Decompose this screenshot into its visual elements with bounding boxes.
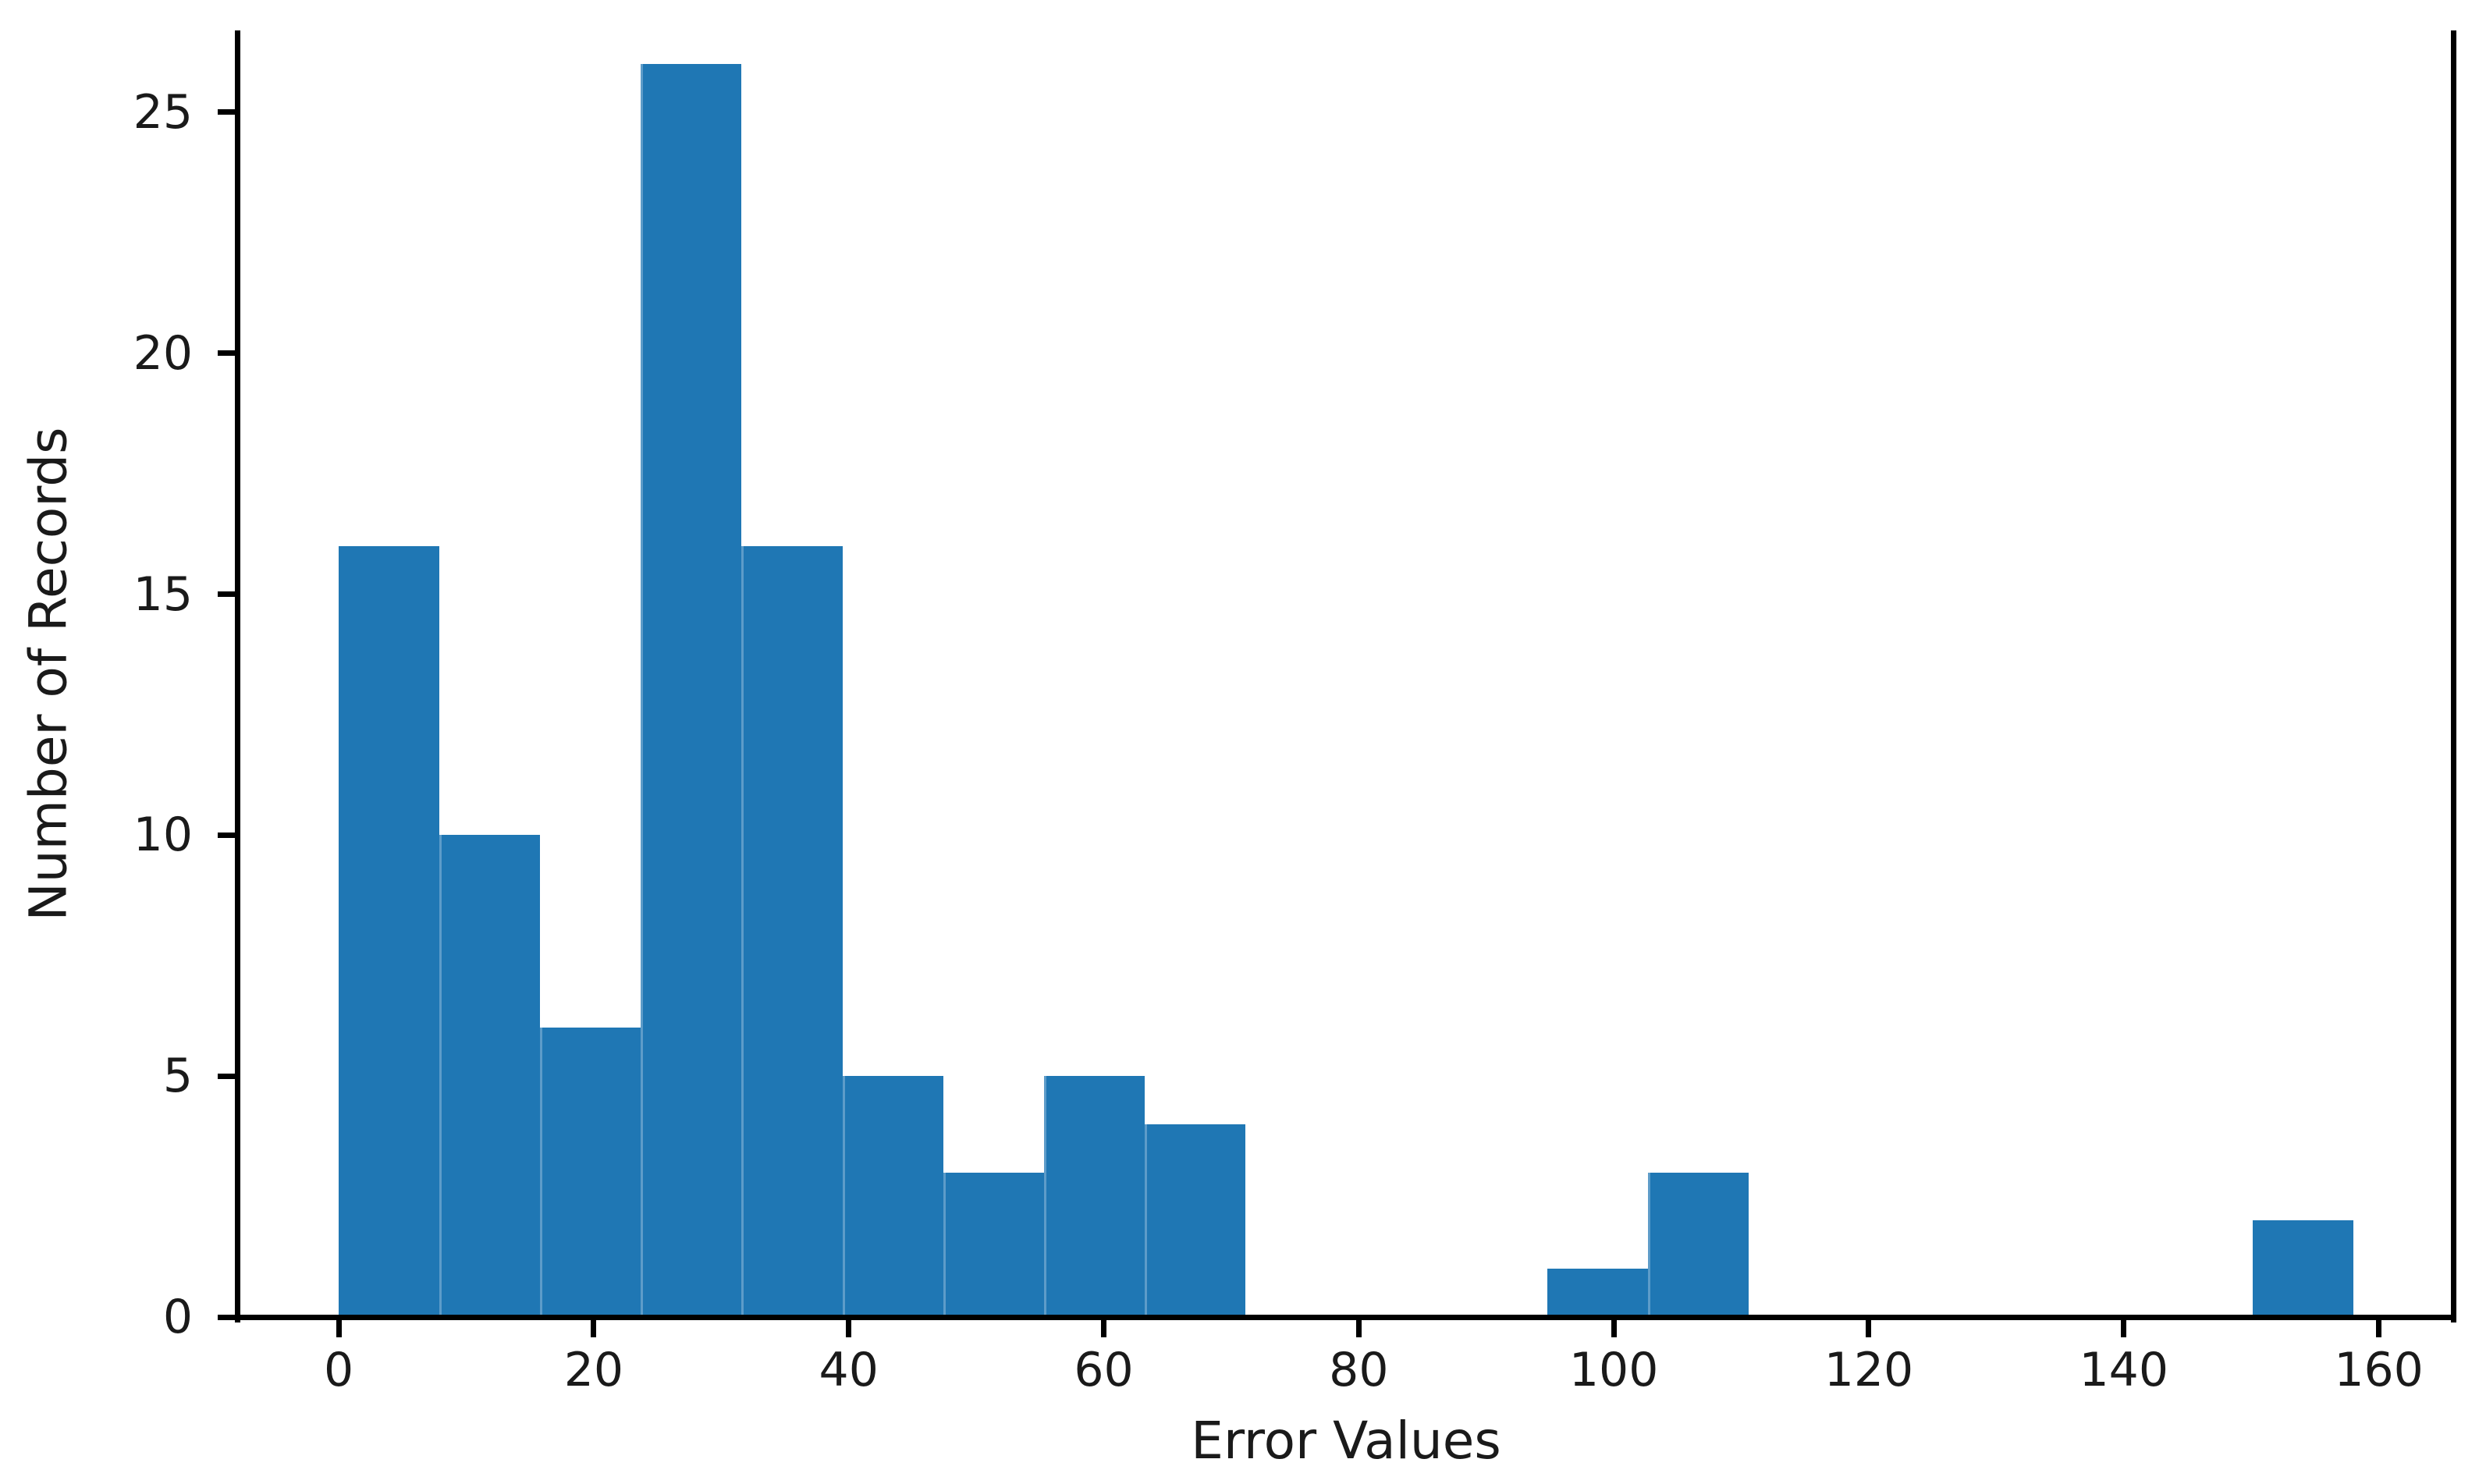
- histogram-bar: [1648, 1172, 1749, 1317]
- x-tick-label: 80: [1329, 1343, 1389, 1397]
- x-tick: [2376, 1320, 2382, 1337]
- x-tick: [1101, 1320, 1107, 1337]
- histogram-bar: [641, 64, 742, 1317]
- histogram-bar: [741, 545, 843, 1317]
- histogram-bar: [339, 545, 440, 1317]
- y-tick: [218, 1073, 235, 1079]
- histogram-bar: [943, 1172, 1044, 1317]
- histogram-bar: [1144, 1124, 1245, 1317]
- x-tick-label: 140: [2079, 1343, 2169, 1397]
- y-tick: [218, 591, 235, 598]
- y-axis-label: Number of Records: [18, 427, 79, 921]
- x-tick-label: 160: [2334, 1343, 2424, 1397]
- y-tick-label: 5: [162, 1049, 193, 1104]
- y-tick: [218, 1314, 235, 1320]
- x-tick: [1611, 1320, 1617, 1337]
- x-tick: [1355, 1320, 1362, 1337]
- left-spine: [235, 30, 240, 1322]
- x-tick: [846, 1320, 852, 1337]
- histogram-bar: [439, 835, 541, 1317]
- y-tick-label: 10: [133, 808, 193, 863]
- x-axis-label: Error Values: [1191, 1411, 1501, 1471]
- bottom-spine: [235, 1315, 2456, 1320]
- x-tick: [1866, 1320, 1872, 1337]
- x-tick-label: 20: [563, 1343, 624, 1397]
- y-tick-label: 15: [133, 566, 193, 622]
- y-tick: [218, 350, 235, 357]
- x-tick-label: 40: [819, 1343, 879, 1397]
- x-tick-label: 60: [1074, 1343, 1134, 1397]
- x-tick-label: 0: [323, 1343, 354, 1397]
- y-tick: [218, 109, 235, 115]
- histogram-bar: [842, 1076, 943, 1317]
- plot-area: [238, 30, 2454, 1317]
- x-tick-label: 100: [1568, 1343, 1659, 1397]
- histogram-bar: [1547, 1269, 1649, 1317]
- right-spine: [2451, 30, 2456, 1322]
- histogram-bar: [540, 1028, 641, 1317]
- y-tick-label: 25: [133, 84, 193, 140]
- x-tick: [2121, 1320, 2127, 1337]
- histogram-bar: [2252, 1220, 2353, 1317]
- y-tick-label: 20: [133, 325, 193, 381]
- x-tick-label: 120: [1824, 1343, 1914, 1397]
- x-tick: [591, 1320, 597, 1337]
- y-tick-label: 0: [162, 1290, 193, 1344]
- histogram-bar: [1043, 1076, 1145, 1317]
- x-tick: [336, 1320, 342, 1337]
- y-tick: [218, 832, 235, 838]
